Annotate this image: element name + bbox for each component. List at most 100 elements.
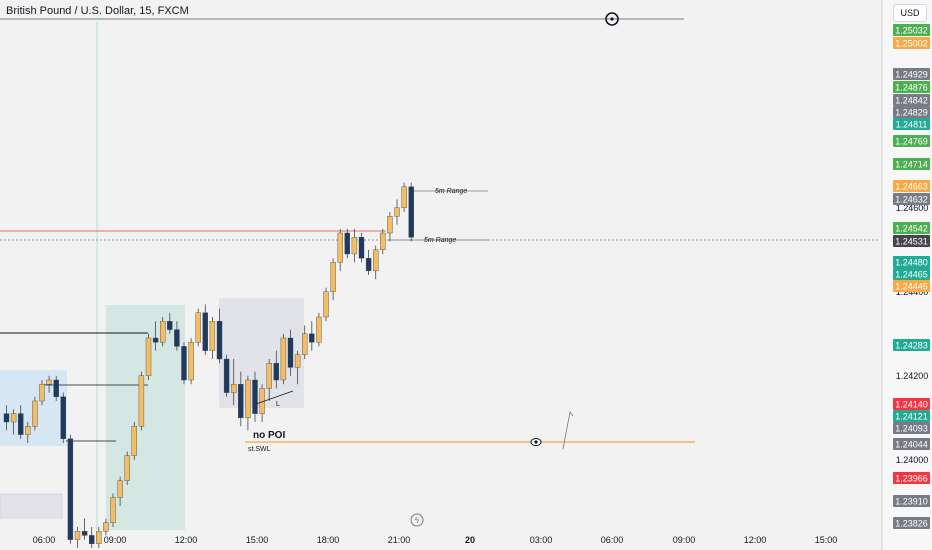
price-label: 1.24542 xyxy=(895,224,928,234)
time-axis-tick: 03:00 xyxy=(530,535,553,545)
candle-body xyxy=(18,413,24,435)
candle-body xyxy=(188,342,194,381)
candle-body xyxy=(302,333,308,355)
candle-body xyxy=(131,426,138,456)
time-axis-tick: 12:00 xyxy=(744,535,767,545)
time-axis-tick: 18:00 xyxy=(317,535,340,545)
annotation-5m-range-high: 5m Range xyxy=(435,188,467,195)
price-label: 1.24093 xyxy=(895,424,928,434)
price-label-box xyxy=(893,135,930,147)
candle-body xyxy=(110,497,116,524)
price-label: 1.24465 xyxy=(895,270,928,280)
price-label: 1.23966 xyxy=(895,474,928,484)
candle-body xyxy=(181,346,187,381)
annotation-st-swl: st.SWL xyxy=(248,446,271,453)
time-axis-tick: 15:00 xyxy=(246,535,269,545)
price-label-box xyxy=(893,106,930,118)
candle-body xyxy=(10,413,17,423)
price-label: 1.24811 xyxy=(896,120,928,130)
price-label-box xyxy=(893,398,930,410)
candle-body xyxy=(152,337,159,343)
candle-body xyxy=(394,207,400,217)
zone-box-purple xyxy=(0,493,63,519)
crosshair-target-icon xyxy=(605,12,619,26)
lightning-glyph: ϟ xyxy=(415,516,420,525)
price-label-box xyxy=(893,222,930,234)
candle-body xyxy=(223,358,230,393)
price-label: 1.24663 xyxy=(895,182,928,192)
candle-body xyxy=(81,531,88,536)
price-label-box xyxy=(893,438,930,450)
candle-body xyxy=(230,384,237,393)
candle-body xyxy=(25,426,31,435)
candle-body xyxy=(323,291,329,318)
candle-body xyxy=(401,186,407,209)
candle-body xyxy=(365,258,372,272)
price-label-box xyxy=(893,235,930,247)
price-label: 1.24531 xyxy=(895,237,928,247)
trend-line xyxy=(255,390,294,405)
price-label: 1.24140 xyxy=(895,400,928,410)
price-axis-tick: 1.24600 xyxy=(896,203,929,213)
candle-body xyxy=(3,413,10,423)
candle-body xyxy=(344,232,350,255)
crosshair-target-dot xyxy=(610,17,614,21)
candle-body xyxy=(138,375,145,427)
price-label: 1.23826 xyxy=(895,519,928,529)
candle-body xyxy=(167,321,173,330)
price-label: 1.24769 xyxy=(895,137,928,147)
candle-body xyxy=(351,236,358,255)
candle-body xyxy=(195,312,201,343)
candle-body xyxy=(32,400,38,427)
price-label-box xyxy=(893,193,930,205)
candle-body xyxy=(159,321,166,343)
time-axis-tick: 15:00 xyxy=(815,535,838,545)
price-axis-tick: 1.24000 xyxy=(896,455,929,465)
candle-body xyxy=(380,232,386,250)
price-label-box xyxy=(893,410,930,422)
eye-pupil xyxy=(534,440,538,444)
price-label-box xyxy=(893,422,930,434)
candle-body xyxy=(238,384,244,419)
time-axis-tick: 20 xyxy=(465,535,475,545)
price-label: 1.24044 xyxy=(895,440,928,450)
candle-body xyxy=(245,379,251,418)
price-label: 1.24876 xyxy=(895,83,928,93)
candle-body xyxy=(273,363,279,381)
candle-body xyxy=(216,321,223,360)
candle-body xyxy=(337,232,343,263)
price-label-box xyxy=(893,280,930,292)
price-label-box xyxy=(893,256,930,268)
time-axis-tick: 09:00 xyxy=(673,535,696,545)
candle-body xyxy=(39,384,45,402)
price-label: 1.25032 xyxy=(895,26,928,36)
candle-body xyxy=(373,249,379,272)
symbol-title[interactable]: British Pound / U.S. Dollar, 15, FXCM xyxy=(6,5,189,17)
price-label-box xyxy=(893,24,930,36)
price-label: 1.23910 xyxy=(895,497,928,507)
price-label: 1.24121 xyxy=(895,412,928,422)
candle-body xyxy=(358,236,365,259)
price-label: 1.24714 xyxy=(895,160,928,170)
price-label-box xyxy=(893,68,930,80)
candle-body xyxy=(202,312,209,351)
price-label: 1.24929 xyxy=(895,70,928,80)
price-label-box xyxy=(893,339,930,351)
candle-body xyxy=(117,480,123,498)
time-axis-tick: 06:00 xyxy=(601,535,624,545)
time-axis-tick: 12:00 xyxy=(175,535,198,545)
candle-body xyxy=(96,531,102,545)
candle-body xyxy=(280,337,287,381)
candle-body xyxy=(60,396,66,439)
currency-button[interactable]: USD xyxy=(893,4,927,22)
price-label-box xyxy=(893,268,930,280)
candle-body xyxy=(294,354,301,368)
candle-body xyxy=(74,531,81,540)
annotation-no-poi: no POI xyxy=(253,430,285,441)
candle-body xyxy=(174,329,180,347)
price-label-box xyxy=(893,495,930,507)
price-label: 1.24283 xyxy=(895,341,928,351)
price-label-box xyxy=(893,118,930,130)
candle-body xyxy=(53,379,59,397)
